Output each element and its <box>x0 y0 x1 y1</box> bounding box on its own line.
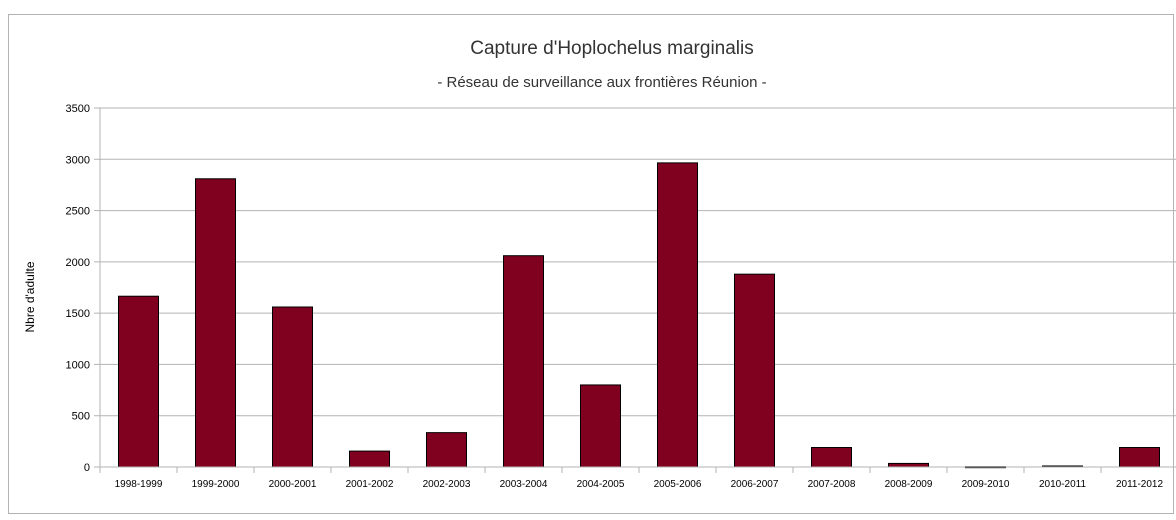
bar-1999-2000 <box>195 178 236 468</box>
x-tick-label: 2011-2012 <box>1116 479 1164 490</box>
y-tick-label: 2500 <box>66 206 90 218</box>
chart-subtitle: - Réseau de surveillance aux frontières … <box>437 74 766 91</box>
gridlines <box>100 107 1176 417</box>
x-tick-label: 1999-2000 <box>192 479 240 490</box>
x-tick-label: 2009-2010 <box>962 479 1010 490</box>
chart-title: Capture d'Hoplochelus marginalis <box>470 38 754 59</box>
y-tick-label: 3500 <box>66 103 90 115</box>
bar-2005-2006 <box>657 162 698 468</box>
y-tick-label: 1000 <box>66 359 90 371</box>
x-tick-label: 2005-2006 <box>654 479 702 490</box>
x-tick-label: 2007-2008 <box>808 479 856 490</box>
bar-2008-2009 <box>888 462 929 468</box>
bar-2004-2005 <box>580 384 621 468</box>
bar-2003-2004 <box>503 255 544 468</box>
bar-2007-2008 <box>811 447 852 468</box>
bar-2006-2007 <box>734 273 775 468</box>
x-tick-label: 2008-2009 <box>885 479 933 490</box>
bar-2000-2001 <box>272 306 313 468</box>
x-tick-label: 2002-2003 <box>423 479 471 490</box>
y-tick-label: 1500 <box>66 308 90 320</box>
x-tick-label: 2001-2002 <box>346 479 394 490</box>
y-tick-label: 2000 <box>66 257 90 269</box>
x-axis <box>99 108 1176 473</box>
x-tick-label: 2000-2001 <box>269 479 317 490</box>
bar-2011-2012 <box>1119 447 1160 468</box>
bars <box>118 162 1160 469</box>
bar-1998-1999 <box>118 295 159 468</box>
x-tick-label: 1998-1999 <box>115 479 163 490</box>
y-tick-label: 0 <box>84 462 90 474</box>
y-tick-label: 500 <box>72 411 90 423</box>
x-axis-ticks: 1998-1999 1999-2000 2000-2001 2001-2002 2002… <box>115 479 1164 490</box>
y-tick-label: 3000 <box>66 154 90 166</box>
bar-2002-2003 <box>426 432 467 468</box>
chart-frame <box>8 14 1174 514</box>
bar-2001-2002 <box>349 450 390 468</box>
y-axis-label: Nbre d'adulte <box>23 261 37 332</box>
x-tick-label: 2006-2007 <box>731 479 779 490</box>
x-tick-label: 2010-2011 <box>1039 479 1087 490</box>
x-tick-label: 2004-2005 <box>577 479 625 490</box>
x-tick-label: 2003-2004 <box>500 479 548 490</box>
y-axis-ticks: 0 500 1000 1500 2000 2500 3000 3500 <box>66 103 100 474</box>
